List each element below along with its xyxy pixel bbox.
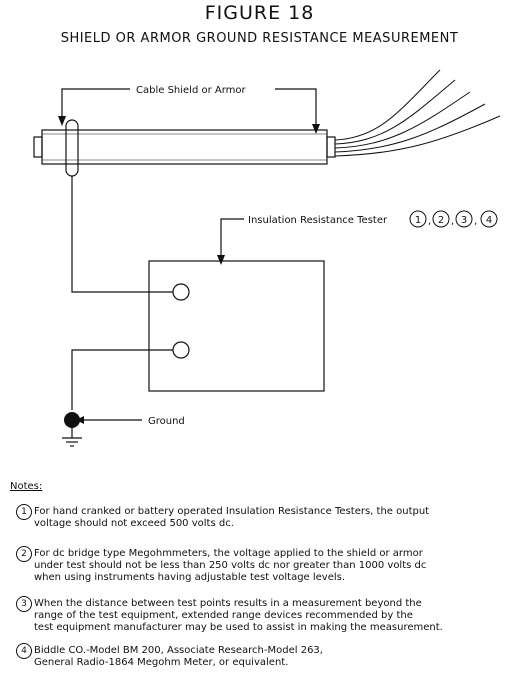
- note-text: When the distance between test points re…: [34, 598, 443, 633]
- tester-ref-2: 2: [438, 215, 444, 226]
- cable-far-end: [326, 136, 336, 158]
- arrowhead: [217, 255, 225, 265]
- cable-label-leader-right: [275, 88, 317, 126]
- shield-clamp: [65, 119, 79, 177]
- note-number: 1: [16, 504, 32, 520]
- tester-ref-1: 1: [415, 215, 421, 226]
- cable-shield-label: Cable Shield or Armor: [136, 85, 247, 96]
- ground-label: Ground: [148, 416, 185, 427]
- figure-title: FIGURE 18: [204, 2, 315, 24]
- note-text: For hand cranked or battery operated Ins…: [34, 506, 430, 529]
- ground-node-dot: [64, 412, 80, 428]
- arrowhead: [58, 116, 66, 126]
- circuit-diagram: Cable Shield or Armor Insulation Resista…: [33, 69, 501, 447]
- note-number: 3: [16, 596, 32, 612]
- cable-end-cap: [33, 136, 43, 158]
- svg-text:,: ,: [428, 216, 431, 227]
- svg-text:,: ,: [451, 216, 454, 227]
- note-text: Biddle CO.-Model BM 200, Associate Resea…: [34, 645, 323, 668]
- tester-box: [148, 260, 325, 392]
- cable-conductors: [334, 69, 501, 157]
- figure-subtitle: SHIELD OR ARMOR GROUND RESISTANCE MEASUR…: [60, 31, 459, 46]
- tester-label-leader: [220, 218, 244, 257]
- tester-terminal-bottom: [172, 341, 190, 359]
- arrowhead: [312, 124, 320, 134]
- cable-body: [41, 129, 328, 165]
- ground-lead-wire: [71, 349, 173, 410]
- tester-refs: 1 , 2 , 3 , 4: [409, 210, 498, 228]
- tester-ref-4: 4: [486, 215, 492, 226]
- tester-label: Insulation Resistance Tester: [248, 215, 388, 226]
- tester-terminal-top: [172, 283, 190, 301]
- note-text: For dc bridge type Megohmmeters, the vol…: [34, 548, 427, 583]
- note-number: 4: [16, 643, 32, 659]
- cable-label-leader-left: [61, 88, 130, 118]
- svg-text:,: ,: [474, 216, 477, 227]
- note-number: 2: [16, 546, 32, 562]
- shield-lead-wire: [71, 176, 173, 293]
- notes-heading: Notes:: [10, 481, 43, 492]
- tester-ref-3: 3: [461, 215, 467, 226]
